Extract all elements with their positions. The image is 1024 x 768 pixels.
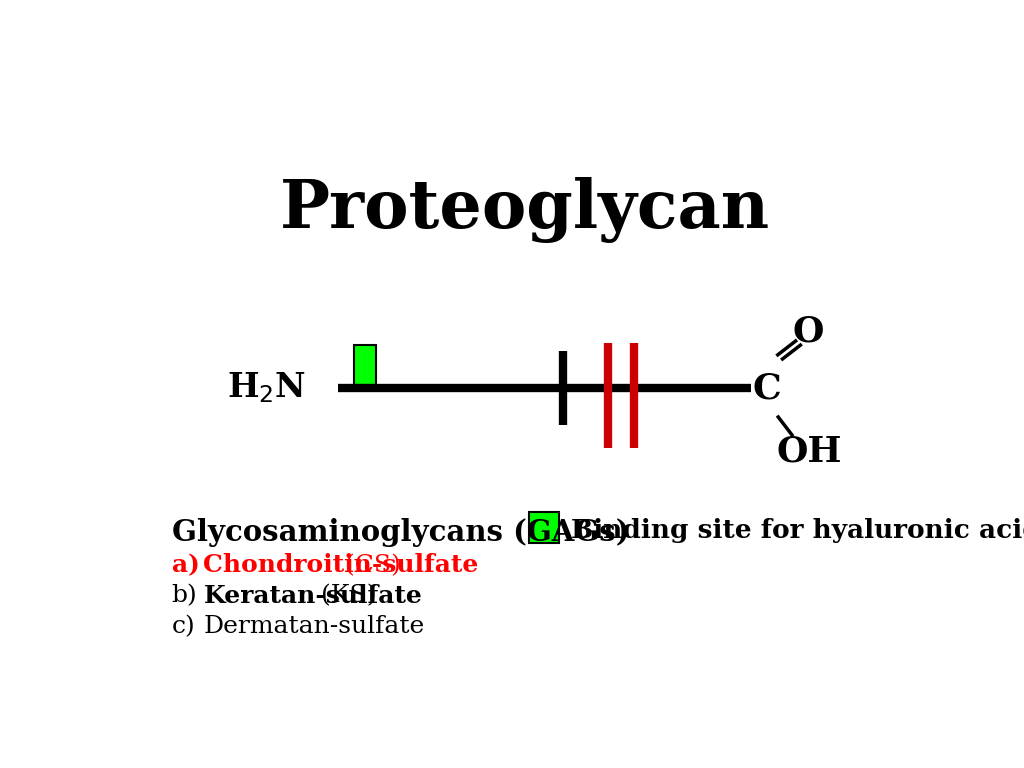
Text: O: O <box>793 314 823 348</box>
Text: Dermatan-sulfate: Dermatan-sulfate <box>204 615 425 638</box>
Text: a): a) <box>172 553 200 578</box>
Text: OH: OH <box>776 434 842 468</box>
Text: Proteoglycan: Proteoglycan <box>280 177 770 243</box>
Text: b): b) <box>172 584 198 607</box>
Text: c): c) <box>172 615 196 638</box>
Bar <box>528 512 559 543</box>
Text: C: C <box>753 372 781 406</box>
Text: Keratan-sulfate: Keratan-sulfate <box>204 584 422 608</box>
Text: Binding site for hyaluronic acid.: Binding site for hyaluronic acid. <box>570 518 1024 544</box>
Bar <box>354 345 377 385</box>
Text: Glycosaminoglycans (GAGs): Glycosaminoglycans (GAGs) <box>172 518 629 548</box>
Text: H$_2$N: H$_2$N <box>227 370 306 406</box>
Text: (KS): (KS) <box>321 584 377 607</box>
Text: (CS): (CS) <box>345 554 400 577</box>
Text: Chondroitin-sulfate: Chondroitin-sulfate <box>204 553 479 578</box>
